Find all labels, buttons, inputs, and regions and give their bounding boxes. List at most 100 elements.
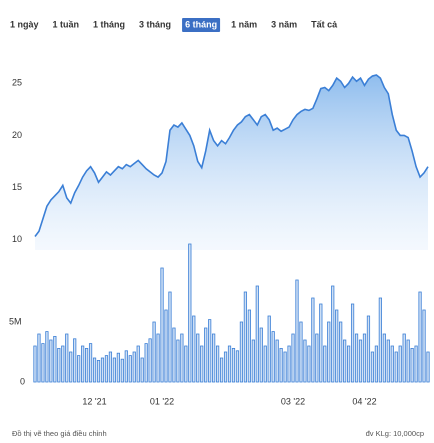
volume-bar	[196, 333, 200, 383]
footer-right: đv KLg: 10,000cp	[366, 429, 424, 438]
volume-bar	[176, 339, 180, 383]
volume-bar	[303, 339, 307, 383]
volume-bar	[251, 339, 255, 383]
volume-bar	[212, 333, 216, 383]
volume-bar	[100, 357, 105, 383]
volume-bar	[323, 345, 327, 383]
volume-bar	[88, 343, 93, 383]
volume-bar	[152, 321, 156, 383]
volume-bar	[37, 333, 41, 383]
volume-bar	[299, 321, 303, 383]
volume-bar	[108, 351, 113, 383]
volume-bar	[295, 279, 299, 383]
y-tick-label: 15	[12, 182, 22, 192]
range-button-label[interactable]: 1 ngày	[10, 19, 39, 29]
range-button-label[interactable]: Tất cả	[311, 19, 338, 29]
range-button-label[interactable]: 1 năm	[231, 19, 257, 29]
volume-bar	[394, 351, 398, 383]
volume-bar	[350, 303, 355, 383]
volume-bar	[41, 343, 45, 383]
volume-bar	[287, 345, 291, 383]
range-button-active[interactable]	[182, 18, 221, 32]
volume-bar	[219, 357, 224, 383]
volume-bar	[327, 321, 331, 383]
volume-bar	[414, 345, 418, 383]
volume-bar	[192, 315, 196, 383]
x-tick-label: 03 '22	[281, 396, 305, 406]
volume-bar	[271, 331, 275, 383]
price-line	[34, 74, 429, 237]
volume-bar	[120, 358, 124, 383]
volume-bar	[331, 285, 335, 383]
range-button-label[interactable]: 1 tháng	[93, 19, 125, 29]
volume-bar	[200, 345, 204, 383]
volume-bar	[208, 319, 212, 383]
y-tick-label: 20	[12, 130, 22, 140]
volume-bar	[390, 345, 394, 383]
volume-bar	[283, 351, 287, 383]
volume-bar	[239, 321, 244, 383]
volume-bar	[53, 335, 57, 383]
volume-bar	[227, 345, 232, 383]
volume-bar	[307, 345, 311, 383]
footer-left: Đồ thị vẽ theo giá điều chỉnh	[12, 429, 107, 438]
volume-bar	[128, 355, 132, 383]
y-tick-label: 25	[12, 78, 22, 88]
volume-bar	[291, 333, 295, 383]
volume-bar	[140, 357, 144, 383]
volume-bar	[378, 297, 382, 383]
volume-bar	[132, 351, 136, 383]
volume-bar	[33, 345, 37, 383]
volume-bar	[243, 291, 247, 383]
volume-bar	[148, 338, 152, 383]
volume-bar	[69, 351, 73, 383]
range-button-label[interactable]: 3 năm	[271, 19, 297, 29]
volume-bar	[311, 297, 315, 383]
volume-bar	[267, 315, 271, 383]
volume-bar	[422, 309, 426, 383]
volume-bar	[370, 351, 375, 383]
volume-bar	[160, 267, 164, 383]
volume-bar	[358, 339, 363, 383]
volume-bar	[49, 339, 53, 383]
volume-bar	[216, 345, 220, 383]
volume-bar	[319, 303, 323, 383]
range-button-label[interactable]: 3 tháng	[139, 19, 171, 29]
volume-bar	[168, 291, 172, 383]
volume-bar	[164, 309, 168, 383]
y-tick-label: 0	[20, 376, 25, 386]
volume-bar	[144, 343, 148, 383]
volume-bar	[231, 347, 236, 383]
volume-bar	[96, 359, 101, 383]
range-button-label[interactable]: 1 tuần	[53, 19, 80, 29]
volume-bar	[354, 333, 359, 383]
y-tick-label: 10	[12, 234, 22, 244]
x-tick-label: 12 '21	[82, 396, 106, 406]
volume-bar	[204, 327, 208, 383]
volume-bar	[85, 347, 89, 383]
volume-bar	[124, 350, 128, 383]
volume-bar	[112, 357, 116, 383]
volume-bar	[104, 355, 109, 383]
volume-bar	[156, 333, 160, 383]
volume-bar	[184, 345, 188, 383]
volume-bar	[382, 333, 386, 383]
volume-bar	[57, 347, 61, 383]
volume-bar	[235, 350, 240, 383]
volume-bar	[275, 339, 279, 383]
volume-bar	[180, 333, 184, 383]
volume-bar	[247, 309, 251, 383]
volume-bar	[223, 351, 228, 383]
volume-bar	[77, 355, 81, 383]
volume-bar	[136, 345, 140, 383]
range-button-label[interactable]: 6 tháng	[185, 19, 217, 29]
volume-bar	[65, 333, 69, 383]
volume-bar	[116, 352, 120, 383]
volume-bar	[386, 339, 390, 383]
volume-bar	[61, 345, 65, 383]
volume-bar	[255, 285, 259, 383]
volume-bar	[398, 345, 402, 383]
x-tick-label: 04 '22	[352, 396, 376, 406]
volume-bar	[418, 291, 422, 383]
